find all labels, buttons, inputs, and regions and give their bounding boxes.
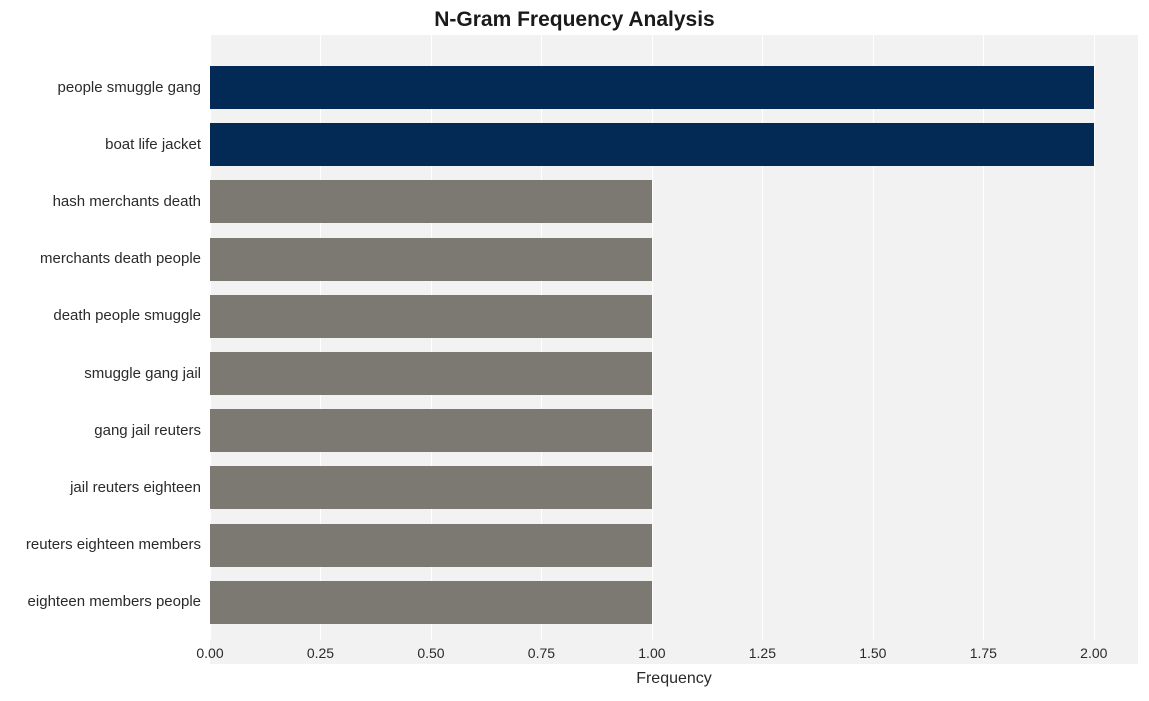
x-tick-label: 1.50 — [859, 645, 886, 661]
x-tick-label: 1.25 — [749, 645, 776, 661]
bar — [210, 66, 1094, 109]
y-category-label: people smuggle gang — [1, 80, 201, 95]
y-category-label: hash merchants death — [1, 194, 201, 209]
bar — [210, 238, 652, 281]
x-axis-label: Frequency — [210, 670, 1138, 688]
x-tick-label: 0.25 — [307, 645, 334, 661]
y-category-label: smuggle gang jail — [1, 366, 201, 381]
x-tick-label: 0.50 — [417, 645, 444, 661]
bar — [210, 524, 652, 567]
bar — [210, 352, 652, 395]
x-tick-label: 0.75 — [528, 645, 555, 661]
x-tick-label: 0.00 — [196, 645, 223, 661]
bar — [210, 581, 652, 624]
y-category-label: boat life jacket — [1, 137, 201, 152]
x-tick-label: 1.00 — [638, 645, 665, 661]
bar — [210, 180, 652, 223]
bar — [210, 466, 652, 509]
bar — [210, 409, 652, 452]
ngram-chart: N-Gram Frequency Analysis Frequency 0.00… — [0, 0, 1149, 701]
y-category-label: death people smuggle — [1, 308, 201, 323]
bar — [210, 295, 652, 338]
x-tick-label: 1.75 — [970, 645, 997, 661]
y-category-label: jail reuters eighteen — [1, 480, 201, 495]
gridline — [1094, 35, 1095, 640]
plot-area — [210, 35, 1138, 640]
y-category-label: merchants death people — [1, 251, 201, 266]
y-category-label: gang jail reuters — [1, 423, 201, 438]
y-category-label: eighteen members people — [1, 594, 201, 609]
bar — [210, 123, 1094, 166]
x-tick-label: 2.00 — [1080, 645, 1107, 661]
chart-title: N-Gram Frequency Analysis — [0, 8, 1149, 32]
y-category-label: reuters eighteen members — [1, 537, 201, 552]
